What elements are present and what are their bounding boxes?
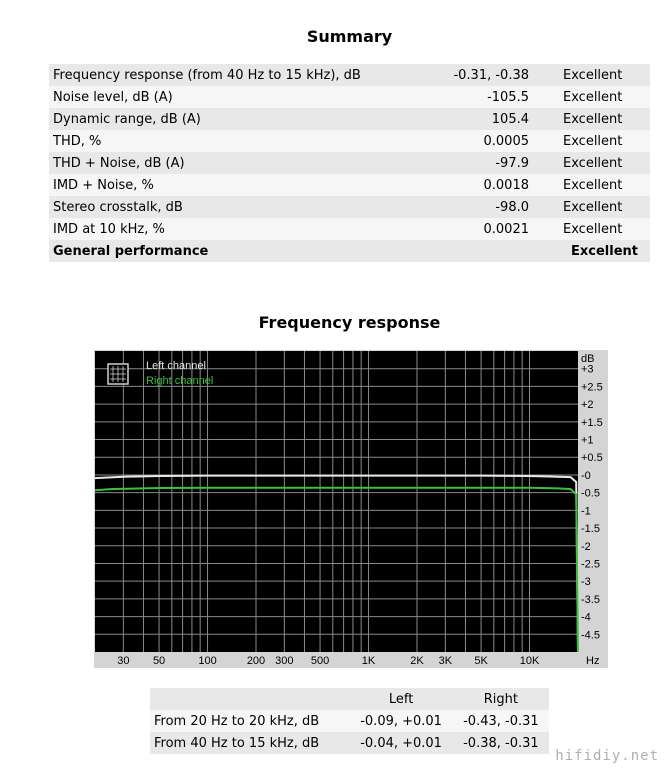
x-tick-label: 2K	[410, 655, 424, 667]
x-tick-label: 3K	[439, 655, 453, 667]
row-label: From 20 Hz to 20 kHz, dB	[150, 710, 350, 732]
table-header-row: Left Right	[150, 688, 549, 710]
y-tick-label: -3.5	[581, 594, 600, 606]
x-tick-label: 200	[247, 655, 265, 667]
row-rating: Excellent	[559, 218, 650, 240]
y-tick-label: -0	[581, 470, 591, 482]
x-tick-label: 10K	[520, 655, 540, 667]
row-label: IMD at 10 kHz, %	[49, 218, 415, 240]
y-tick-label: -4.5	[581, 629, 600, 641]
x-tick-label: 5K	[474, 655, 488, 667]
row-label: From 40 Hz to 15 kHz, dB	[150, 732, 350, 754]
y-tick-label: -0.5	[581, 488, 600, 500]
y-tick-label: -1	[581, 505, 591, 517]
header-empty	[150, 688, 350, 710]
row-label: Noise level, dB (A)	[49, 86, 415, 108]
table-row: IMD + Noise, % 0.0018 Excellent	[49, 174, 650, 196]
summary-title: Summary	[306, 27, 393, 46]
row-left-value: -0.09, +0.01	[349, 710, 453, 732]
row-rating: Excellent	[559, 108, 650, 130]
y-tick-label: -4	[581, 612, 591, 624]
y-axis-label: dB	[581, 353, 594, 365]
table-row: Stereo crosstalk, dB -98.0 Excellent	[49, 196, 650, 218]
table-row: From 40 Hz to 15 kHz, dB -0.04, +0.01 -0…	[150, 732, 549, 754]
table-row: Dynamic range, dB (A) 105.4 Excellent	[49, 108, 650, 130]
row-label: Dynamic range, dB (A)	[49, 108, 415, 130]
table-row: Noise level, dB (A) -105.5 Excellent	[49, 86, 650, 108]
x-tick-label: 1K	[362, 655, 376, 667]
row-label: THD, %	[49, 130, 415, 152]
frequency-response-table: Left Right From 20 Hz to 20 kHz, dB -0.0…	[150, 688, 549, 754]
y-tick-label: -3	[581, 576, 591, 588]
total-rating: Excellent	[559, 240, 650, 262]
total-row: General performance Excellent	[49, 240, 650, 262]
series-line-right	[94, 486, 579, 653]
row-label: Frequency response (from 40 Hz to 15 kHz…	[49, 64, 415, 86]
row-value: 105.4	[415, 108, 559, 130]
x-tick-label: 500	[311, 655, 329, 667]
legend-entry-left: Left channel	[146, 360, 206, 372]
y-tick-label: +0.5	[581, 452, 603, 464]
x-tick-label: 50	[153, 655, 165, 667]
row-value: 0.0005	[415, 130, 559, 152]
row-rating: Excellent	[559, 196, 650, 218]
row-left-value: -0.04, +0.01	[349, 732, 453, 754]
y-tick-label: +2	[581, 399, 594, 411]
row-value: 0.0021	[415, 218, 559, 240]
x-tick-label: 300	[275, 655, 293, 667]
row-value: -105.5	[415, 86, 559, 108]
row-rating: Excellent	[559, 86, 650, 108]
row-label: THD + Noise, dB (A)	[49, 152, 415, 174]
row-rating: Excellent	[559, 130, 650, 152]
row-value: 0.0018	[415, 174, 559, 196]
row-right-value: -0.43, -0.31	[452, 710, 549, 732]
row-label: IMD + Noise, %	[49, 174, 415, 196]
x-tick-label: 30	[117, 655, 129, 667]
row-rating: Excellent	[559, 174, 650, 196]
series-line-left	[94, 474, 579, 653]
row-right-value: -0.38, -0.31	[452, 732, 549, 754]
y-tick-label: +2.5	[581, 381, 603, 393]
y-tick-label: +1	[581, 435, 594, 447]
plot-area	[95, 351, 578, 652]
table-row: IMD at 10 kHz, % 0.0021 Excellent	[49, 218, 650, 240]
y-tick-label: +3	[581, 364, 594, 376]
y-tick-label: -2	[581, 541, 591, 553]
row-value: -0.31, -0.38	[415, 64, 559, 86]
row-label: Stereo crosstalk, dB	[49, 196, 415, 218]
table-row: THD, % 0.0005 Excellent	[49, 130, 650, 152]
watermark-text: hifidiy.net	[555, 748, 659, 764]
chart-title: Frequency response	[258, 313, 441, 332]
y-tick-label: -2.5	[581, 558, 600, 570]
x-axis-label: Hz	[586, 655, 599, 667]
legend-entry-right: Right channel	[146, 375, 213, 387]
y-tick-label: +1.5	[581, 417, 603, 429]
frequency-response-chart: +3 +2.5 +2 +1.5 +1 +0.5 -0 -0.5 -1 -1.5 -2 -2.5 -3 -3…	[94, 350, 608, 668]
x-tick-label: 100	[198, 655, 216, 667]
total-label: General performance	[49, 240, 559, 262]
summary-table: Frequency response (from 40 Hz to 15 kHz…	[49, 64, 650, 262]
header-right: Right	[452, 688, 549, 710]
row-value: -98.0	[415, 196, 559, 218]
row-rating: Excellent	[559, 152, 650, 174]
table-row: From 20 Hz to 20 kHz, dB -0.09, +0.01 -0…	[150, 710, 549, 732]
header-left: Left	[349, 688, 453, 710]
row-rating: Excellent	[559, 64, 650, 86]
table-row: Frequency response (from 40 Hz to 15 kHz…	[49, 64, 650, 86]
table-row: THD + Noise, dB (A) -97.9 Excellent	[49, 152, 650, 174]
y-tick-label: -1.5	[581, 523, 600, 535]
row-value: -97.9	[415, 152, 559, 174]
